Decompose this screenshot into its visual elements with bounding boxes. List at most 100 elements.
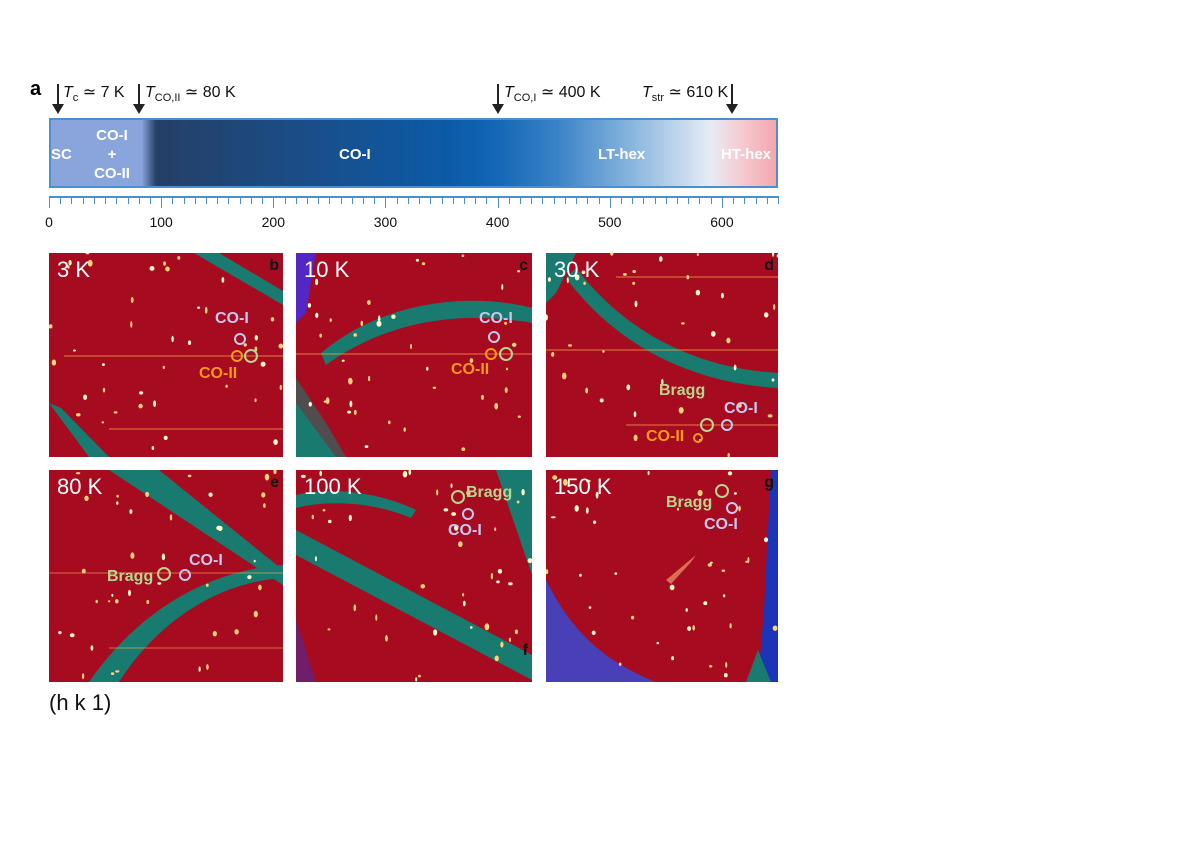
axis-tick: [217, 196, 219, 204]
diffraction-spot: [349, 400, 353, 408]
diffraction-spot: [500, 641, 504, 648]
diffraction-spot: [347, 410, 352, 414]
diffraction-spot: [517, 270, 521, 273]
diffraction-spots: [546, 253, 778, 457]
transition-tc: Tc ≃ 7 K: [63, 84, 125, 105]
diffraction-spot: [462, 593, 465, 597]
temperature-label-b: 3 K: [57, 257, 91, 282]
diffraction-spot: [254, 346, 258, 352]
diffraction-spot: [527, 558, 532, 564]
xrd-panel-e: 80 K e CO-I Bragg: [49, 470, 283, 682]
axis-tick-label: 500: [598, 214, 622, 230]
arrow-tcoii: [133, 84, 145, 114]
diffraction-spot: [68, 260, 72, 266]
axis-tick: [766, 196, 768, 204]
diffraction-spot: [583, 281, 586, 285]
diffraction-spot: [169, 514, 173, 521]
diffraction-spot: [102, 387, 106, 393]
transition-tstr: Tstr ≃ 610 K: [642, 84, 729, 105]
diffraction-spot: [602, 350, 605, 353]
diffraction-spot: [253, 559, 256, 563]
axis-tick: [318, 196, 320, 204]
axis-tick: [295, 196, 297, 204]
phase-lthex: LT-hex: [598, 146, 646, 163]
diffraction-spot: [632, 269, 636, 274]
axis-tick-label: 400: [485, 214, 510, 230]
diffraction-spot: [566, 277, 569, 284]
diffraction-spot: [263, 503, 266, 508]
diffraction-spot: [707, 563, 712, 567]
diffraction-spot: [563, 479, 568, 486]
diffraction-spot: [90, 645, 94, 651]
axis-tick-label: 300: [373, 214, 398, 230]
diffraction-spot: [516, 500, 520, 504]
diffraction-spot: [187, 474, 192, 478]
phase-bar: SC CO-I + CO-II CO-I LT-hex HT-hex: [49, 118, 778, 188]
diffraction-spot: [727, 471, 733, 476]
diffraction-spot: [101, 421, 105, 424]
axis-tick: [262, 196, 264, 204]
diffraction-spot: [145, 491, 149, 497]
phase-coi-coii: CO-I + CO-II: [94, 127, 130, 182]
diffraction-spot: [546, 569, 549, 575]
diffraction-spot: [610, 253, 614, 256]
diffraction-spots: [49, 253, 283, 450]
diffraction-spot: [763, 537, 769, 543]
diffraction-spot: [481, 394, 484, 400]
diffraction-spots: [546, 470, 778, 678]
axis-tick: [149, 196, 151, 204]
axis-tick: [273, 196, 275, 208]
xrd-map-e: [49, 470, 283, 682]
diffraction-spot: [504, 387, 508, 393]
temperature-label-g: 150 K: [554, 474, 612, 499]
diffraction-spot: [458, 541, 463, 548]
diffraction-spot: [353, 604, 357, 612]
diffraction-spot: [733, 364, 737, 371]
diffraction-spot: [85, 253, 90, 255]
diffraction-spot: [504, 321, 507, 325]
diffraction-spot: [738, 505, 741, 512]
axis-tick: [250, 196, 252, 204]
diffraction-spot: [198, 666, 201, 672]
diffraction-spot: [319, 470, 322, 477]
diffraction-spot: [574, 505, 579, 512]
diffraction-spot: [685, 608, 688, 612]
axis-tick: [306, 196, 308, 204]
transition-tcoi: TCO,I ≃ 400 K: [504, 84, 601, 105]
label-coi-f: CO-I: [448, 522, 482, 539]
axis-tick: [183, 196, 185, 204]
diffraction-spot: [204, 306, 208, 314]
diffraction-spot: [709, 665, 713, 668]
diffraction-spot: [311, 514, 314, 520]
diffraction-spot: [225, 384, 228, 388]
diffraction-spot: [632, 281, 636, 285]
xrd-map-c: [296, 253, 532, 457]
diffraction-spot: [574, 274, 580, 281]
diffraction-spot: [72, 349, 77, 352]
diffraction-spot: [328, 519, 332, 524]
diffraction-spot: [87, 259, 93, 267]
xrd-panel-f: 100 K f Bragg CO-I: [296, 470, 532, 682]
diffraction-spots: [58, 470, 277, 680]
axis-tick: [206, 196, 207, 204]
diffraction-spot: [703, 601, 708, 606]
axis-tick: [127, 196, 129, 204]
diffraction-spot: [771, 378, 775, 382]
diffraction-spot: [461, 254, 465, 257]
diffraction-spot: [547, 277, 551, 282]
diffraction-spot: [508, 582, 513, 586]
diffraction-spot: [711, 331, 716, 337]
axis-tick: [508, 196, 510, 204]
arrow-tcoi: [492, 84, 504, 114]
label-coi-b: CO-I: [215, 310, 249, 327]
axis-tick: [609, 196, 611, 208]
diffraction-spot: [69, 633, 75, 638]
diffraction-spot: [273, 470, 277, 474]
diffraction-spot: [270, 317, 275, 322]
axis-tick: [138, 196, 140, 204]
axis-tick-label: 0: [45, 214, 53, 230]
arrow-tstr: [726, 84, 738, 114]
diffraction-spot: [234, 629, 239, 635]
axis-tick: [363, 196, 365, 204]
axis-tick: [374, 196, 376, 204]
